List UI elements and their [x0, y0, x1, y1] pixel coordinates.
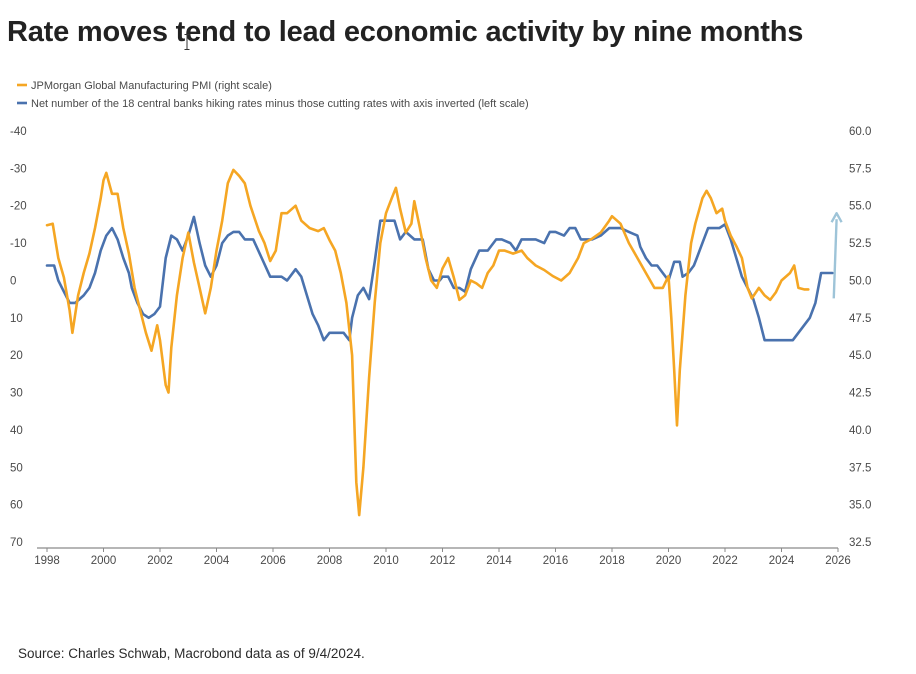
right-tick-label: 32.5	[849, 537, 871, 549]
arrow-shaft	[832, 219, 838, 299]
right-tick-label: 50.0	[849, 275, 871, 287]
x-tick-label: 2004	[204, 555, 230, 567]
left-tick-label: 20	[10, 350, 23, 362]
x-tick-label: 2012	[430, 555, 456, 567]
right-tick-label: 42.5	[849, 388, 871, 400]
right-tick-label: 40.0	[849, 425, 871, 437]
chart: JPMorgan Global Manufacturing PMI (right…	[10, 80, 871, 567]
x-tick-label: 2020	[656, 555, 682, 567]
x-axis: 1998 2000 2002 2004 2006 2008 2010 2012 2014 2016…	[34, 547, 851, 567]
x-tick-label: 2010	[373, 555, 399, 567]
x-tick-label: 2026	[825, 555, 851, 567]
legend: JPMorgan Global Manufacturing PMI (right…	[17, 80, 529, 110]
legend-label-central-banks: Net number of the 18 central banks hikin…	[31, 98, 529, 110]
x-tick-label: 2006	[260, 555, 286, 567]
text-cursor-icon	[184, 34, 190, 50]
left-axis-ticks: -40 -30 -20 -10 0 10 20 30 40 50 60 70	[10, 126, 27, 549]
left-tick-label: 70	[10, 537, 23, 549]
right-tick-label: 35.0	[849, 500, 871, 512]
x-tick-label: 2018	[599, 555, 625, 567]
left-tick-label: 10	[10, 313, 23, 325]
right-tick-label: 47.5	[849, 313, 871, 325]
x-tick-label: 2014	[486, 555, 512, 567]
x-tick-label: 2016	[543, 555, 569, 567]
left-tick-label: -40	[10, 126, 27, 138]
left-tick-label: -20	[10, 201, 27, 213]
right-tick-label: 60.0	[849, 126, 871, 138]
right-tick-label: 55.0	[849, 201, 871, 213]
x-tick-label: 1998	[34, 555, 60, 567]
right-tick-label: 52.5	[849, 238, 871, 250]
page-title: Rate moves tend to lead economic activit…	[7, 16, 804, 48]
left-tick-label: 30	[10, 388, 23, 400]
x-tick-label: 2002	[147, 555, 173, 567]
right-tick-label: 37.5	[849, 462, 871, 474]
series-lines	[45, 168, 834, 517]
right-tick-label: 57.5	[849, 163, 871, 175]
left-tick-label: 60	[10, 500, 23, 512]
arrow-head-icon	[830, 212, 843, 223]
left-tick-label: 0	[10, 275, 16, 287]
x-tick-label: 2008	[317, 555, 343, 567]
x-tick-label: 2024	[769, 555, 795, 567]
left-tick-label: -30	[10, 163, 27, 175]
x-tick-label: 2022	[712, 555, 738, 567]
annotation-arrow	[830, 212, 843, 299]
legend-label-pmi: JPMorgan Global Manufacturing PMI (right…	[31, 80, 272, 92]
right-axis-ticks: 60.0 57.5 55.0 52.5 50.0 47.5 45.0 42.5 40.0 37.5…	[849, 126, 871, 549]
left-tick-label: 50	[10, 462, 23, 474]
right-tick-label: 45.0	[849, 350, 871, 362]
x-tick-label: 2000	[91, 555, 117, 567]
source-note: Source: Charles Schwab, Macrobond data a…	[18, 646, 365, 661]
left-tick-label: 40	[10, 425, 23, 437]
left-tick-label: -10	[10, 238, 27, 250]
series-line-pmi	[45, 168, 810, 517]
